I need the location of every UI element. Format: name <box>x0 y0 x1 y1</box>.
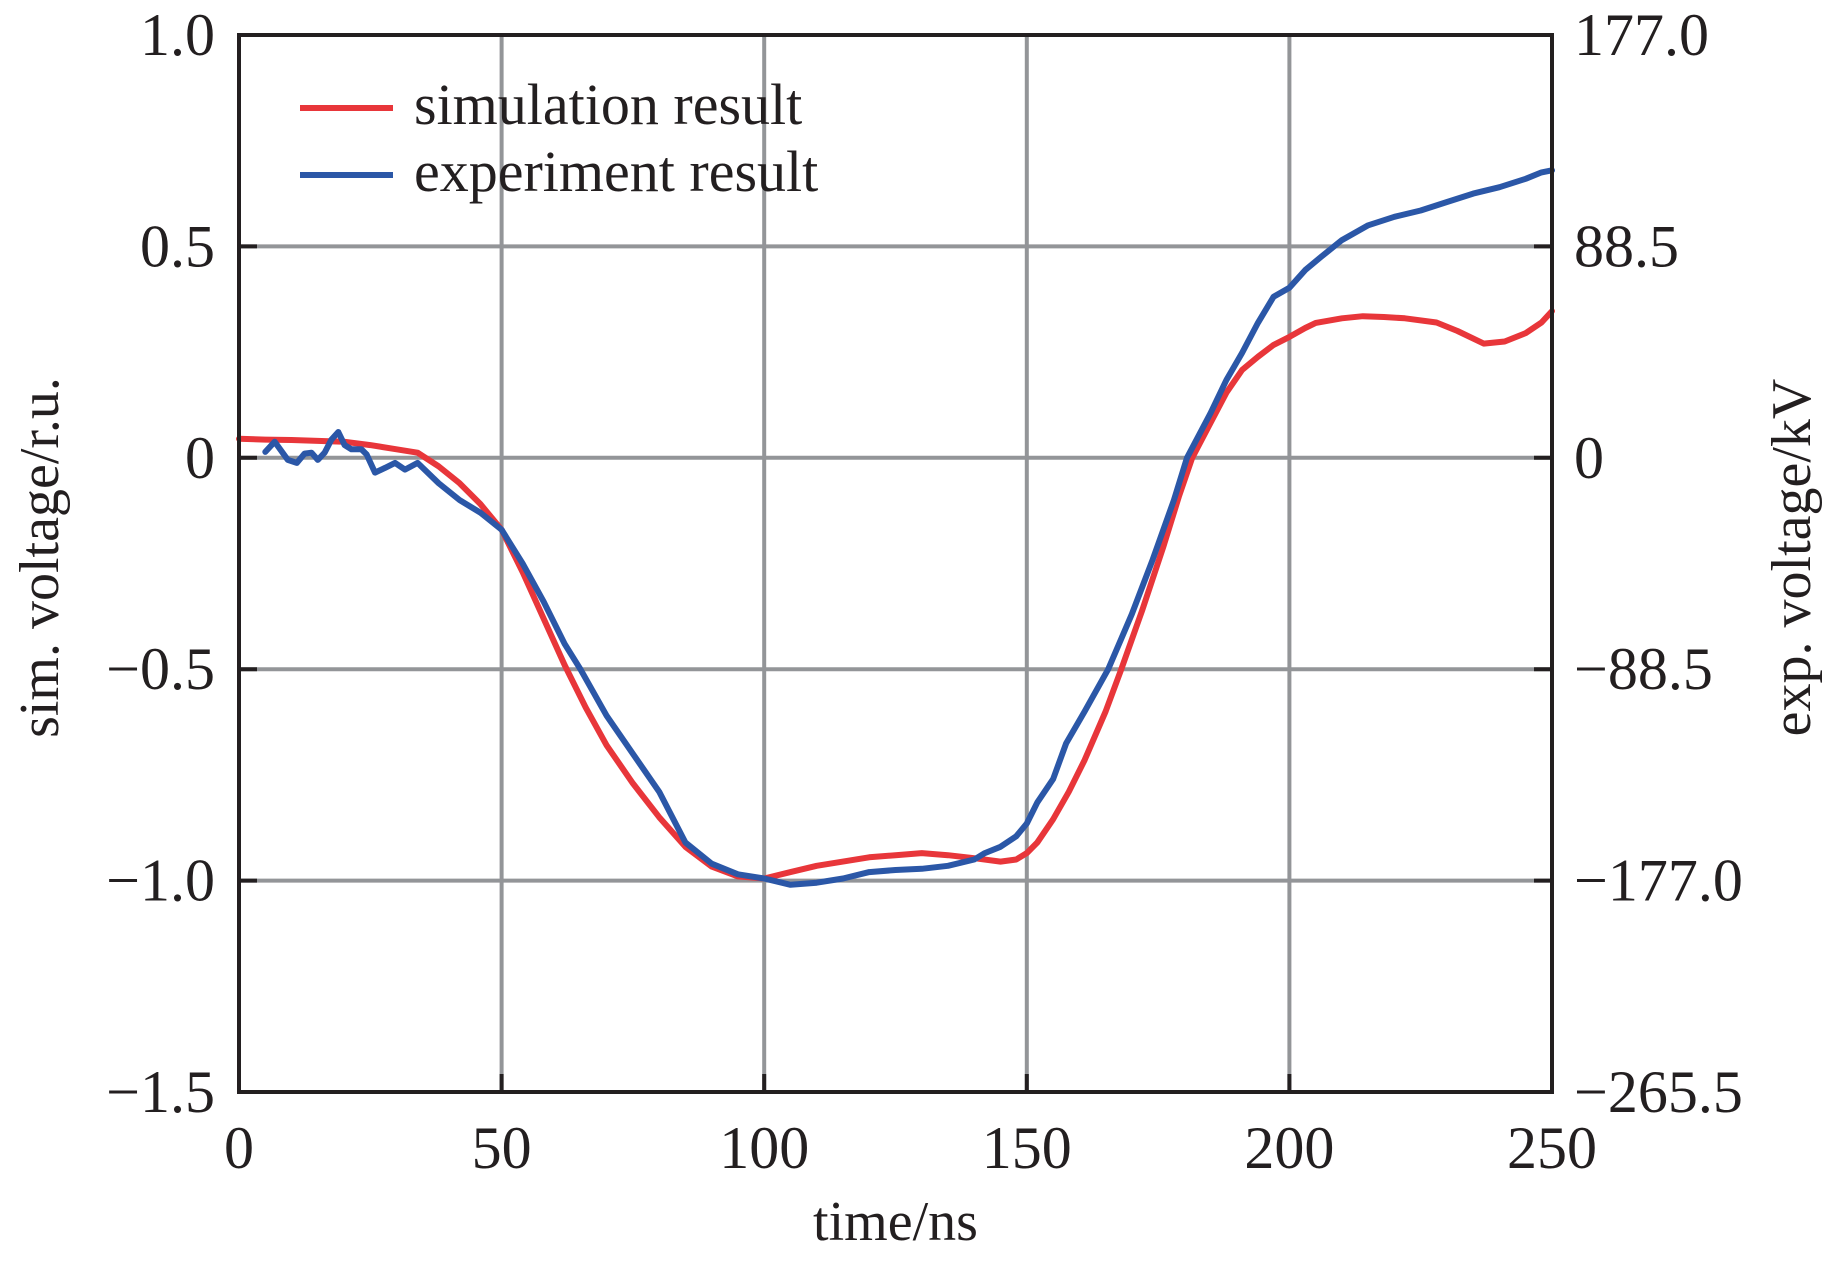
tick-marks <box>239 244 1552 1092</box>
plot-frame <box>237 33 1554 1094</box>
x-tick-labels: 0 50 100 150 200 250 <box>224 1115 1597 1181</box>
series-line-experiment <box>262 167 1555 888</box>
y-tick-label-right: 0 <box>1574 425 1604 491</box>
y-tick-label-left: −1.5 <box>106 1059 215 1125</box>
x-tick-label: 250 <box>1507 1115 1597 1181</box>
y-tick-label-left: −0.5 <box>106 636 215 702</box>
grid-lines <box>239 35 1552 1092</box>
x-axis-title: time/ns <box>813 1191 978 1253</box>
y-tick-label-left: 0.5 <box>140 213 215 279</box>
x-tick-label: 100 <box>719 1115 809 1181</box>
series-line-simulation <box>236 308 1555 882</box>
y-axis-title-right: exp. voltage/kV <box>1761 379 1823 737</box>
legend: simulation result experiment result <box>300 72 818 204</box>
x-tick-label: 0 <box>224 1115 254 1181</box>
y-tick-label-right: −177.0 <box>1574 848 1743 914</box>
y-tick-label-right: −88.5 <box>1574 636 1713 702</box>
y-tick-label-right: 177.0 <box>1574 2 1709 68</box>
y-axis-title-left: sim. voltage/r.u. <box>9 377 71 738</box>
legend-label-experiment: experiment result <box>414 139 818 204</box>
y-tick-label-left: −1.0 <box>106 848 215 914</box>
x-tick-label: 150 <box>982 1115 1072 1181</box>
y-tick-label-left: 1.0 <box>140 2 215 68</box>
y-tick-labels-right: 177.0 88.5 0 −88.5 −177.0 −265.5 <box>1574 2 1743 1125</box>
series-layer <box>236 167 1555 888</box>
legend-label-simulation: simulation result <box>414 72 802 137</box>
y-tick-label-right: −265.5 <box>1574 1059 1743 1125</box>
y-tick-labels-left: 1.0 0.5 0 −0.5 −1.0 −1.5 <box>106 2 215 1125</box>
x-tick-label: 50 <box>472 1115 532 1181</box>
y-tick-label-right: 88.5 <box>1574 213 1679 279</box>
x-tick-label: 200 <box>1244 1115 1334 1181</box>
y-tick-label-left: 0 <box>185 425 215 491</box>
